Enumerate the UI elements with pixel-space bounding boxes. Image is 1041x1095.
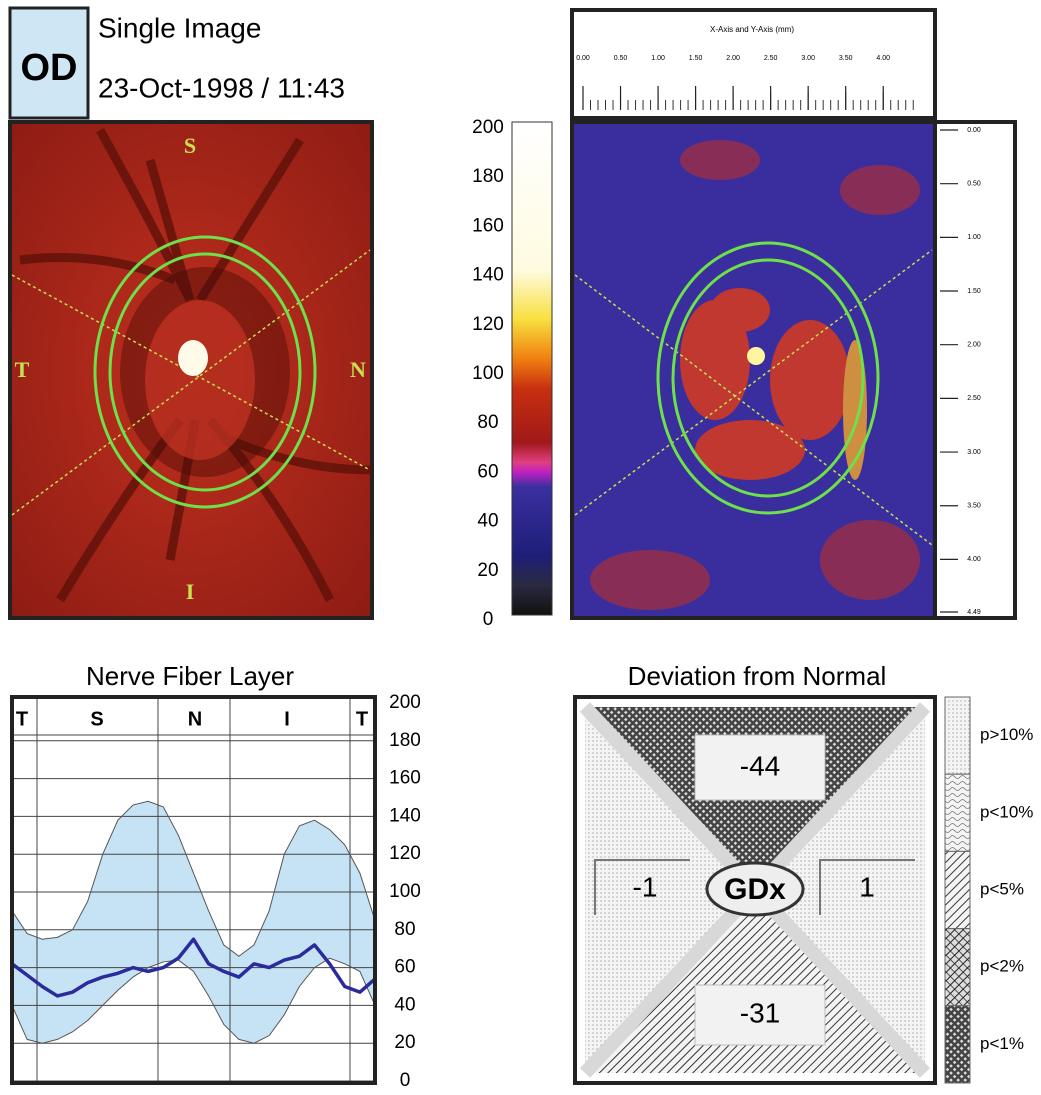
y-tick-label: 160 (389, 768, 421, 789)
y-tick-label: 120 (389, 843, 421, 864)
color-scale-label: 200 (472, 117, 504, 138)
y-tick-label: 200 (389, 692, 421, 713)
y-ruler-label: 1.00 (967, 234, 981, 241)
color-bar (511, 121, 553, 616)
legend-label: p<2% (980, 957, 1024, 976)
color-scale-label: 140 (472, 265, 504, 286)
sector-label: S (90, 708, 103, 730)
y-ruler-label: 2.00 (967, 342, 981, 349)
legend-label: p<10% (980, 802, 1033, 821)
report-title: Single Image (98, 12, 261, 43)
nasal-label: N (350, 357, 366, 382)
reflectance-image (8, 120, 374, 620)
x-ruler-label: 0.00 (576, 55, 590, 62)
deviation-legend: p>10% p<10% p<5% p<2% p<1% (944, 696, 1033, 1084)
inferior-deviation: -31 (740, 997, 780, 1028)
y-ruler-label: 3.00 (967, 449, 981, 456)
ruler-title: X-Axis and Y-Axis (mm) (710, 25, 794, 34)
color-scale-label: 20 (477, 560, 498, 581)
x-ruler-label: 0.50 (614, 55, 628, 62)
nfl-title: Nerve Fiber Layer (86, 661, 294, 691)
y-tick-label: 40 (394, 994, 415, 1015)
temporal-label: T (15, 357, 30, 382)
legend-swatch (944, 696, 971, 775)
y-ruler-label: 3.50 (967, 503, 981, 510)
band-upper-line (11, 800, 376, 957)
legend-swatch (944, 928, 971, 1007)
deviation-title: Deviation from Normal (628, 661, 887, 691)
x-ruler-label: 2.00 (726, 55, 740, 62)
color-scale-label: 80 (477, 412, 498, 433)
y-tick-label: 80 (394, 919, 415, 940)
color-scale-label: 160 (472, 215, 504, 236)
legend-label: p>10% (980, 725, 1033, 744)
color-scale-label: 100 (472, 363, 504, 384)
x-ruler-label: 3.00 (801, 55, 815, 62)
x-ruler-label: 3.50 (839, 55, 853, 62)
color-scale-label: 60 (477, 461, 498, 482)
sector-label: T (356, 708, 368, 730)
y-ruler-label: 1.50 (967, 288, 981, 295)
sector-label: N (188, 708, 202, 730)
retardation-image (570, 120, 937, 620)
x-ruler-label: 1.00 (651, 55, 665, 62)
legend-label: p<5% (980, 879, 1024, 898)
eye-label: OD (21, 47, 78, 89)
x-ruler-label: 1.50 (689, 55, 703, 62)
sector-header (12, 699, 375, 735)
y-tick-label: 20 (394, 1032, 415, 1053)
y-ruler-label: 0.50 (967, 181, 981, 188)
inferior-label: I (186, 579, 195, 604)
y-tick-label: 100 (389, 881, 421, 902)
y-tick-label: 60 (394, 957, 415, 978)
deviation-map (573, 695, 937, 1085)
sector-label: T (16, 708, 28, 730)
normal-band (12, 801, 375, 1044)
y-tick-label: 140 (389, 805, 421, 826)
x-ruler-label: 2.50 (764, 55, 778, 62)
nfl-line (10, 937, 377, 998)
exam-datetime: 23-Oct-1998 / 11:43 (98, 72, 345, 103)
y-ruler-label: 4.49 (967, 609, 981, 616)
y-ruler-label: 2.50 (967, 395, 981, 402)
x-ruler (570, 8, 937, 120)
color-scale-label: 120 (472, 314, 504, 335)
legend-label: p<1% (980, 1034, 1024, 1053)
x-ruler-label: 4.00 (876, 55, 890, 62)
color-scale-label: 0 (483, 609, 494, 630)
eye-box (8, 6, 90, 120)
y-ruler-label: 4.00 (967, 556, 981, 563)
y-tick-label: 180 (389, 730, 421, 751)
legend-swatch (944, 773, 971, 852)
y-ruler-label: 0.00 (967, 127, 981, 134)
nasal-deviation: 1 (859, 871, 875, 902)
temporal-deviation: -1 (633, 871, 658, 902)
band-lower-line (11, 957, 376, 1044)
color-scale-label: 180 (472, 166, 504, 187)
legend-swatch (944, 1005, 971, 1084)
superior-deviation: -44 (740, 750, 780, 781)
sector-label: I (284, 708, 290, 730)
nfl-frame (10, 695, 377, 1085)
superior-label: S (184, 133, 196, 158)
gdx-label: GDx (724, 873, 786, 906)
color-scale-label: 40 (477, 511, 498, 532)
y-ruler (933, 120, 1017, 620)
y-tick-label: 0 (400, 1070, 411, 1091)
legend-swatch (944, 850, 971, 930)
